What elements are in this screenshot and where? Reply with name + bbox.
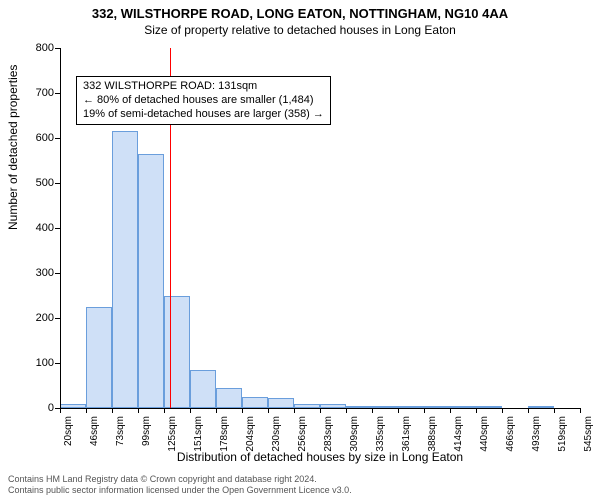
plot-area: 010020030040050060070080020sqm46sqm73sqm…	[60, 48, 580, 408]
x-tick-mark	[580, 408, 581, 413]
x-axis-label: Distribution of detached houses by size …	[60, 450, 580, 464]
histogram-bar	[164, 296, 190, 409]
annotation-line3: 19% of semi-detached houses are larger (…	[83, 108, 324, 122]
histogram-bar	[190, 370, 216, 408]
annotation-line2: ← 80% of detached houses are smaller (1,…	[83, 94, 324, 108]
x-tick-label: 545sqm	[583, 416, 594, 466]
footer-line1: Contains HM Land Registry data © Crown c…	[8, 474, 352, 485]
footer-line2: Contains public sector information licen…	[8, 485, 352, 496]
histogram-bar	[138, 154, 164, 408]
y-tick-label: 400	[14, 222, 54, 234]
histogram-bar	[216, 388, 242, 408]
y-tick-label: 600	[14, 132, 54, 144]
y-tick-label: 300	[14, 267, 54, 279]
annotation-line1: 332 WILSTHORPE ROAD: 131sqm	[83, 80, 324, 94]
y-tick-label: 100	[14, 357, 54, 369]
x-axis-line	[60, 408, 580, 409]
title-subtitle: Size of property relative to detached ho…	[0, 21, 600, 37]
chart-container: 332, WILSTHORPE ROAD, LONG EATON, NOTTIN…	[0, 0, 600, 500]
histogram-bar	[86, 307, 112, 408]
title-main: 332, WILSTHORPE ROAD, LONG EATON, NOTTIN…	[0, 0, 600, 21]
annotation-box: 332 WILSTHORPE ROAD: 131sqm ← 80% of det…	[76, 76, 331, 125]
histogram-bar	[242, 397, 268, 408]
y-axis-line	[60, 48, 61, 408]
histogram-bar	[268, 398, 294, 408]
y-tick-label: 800	[14, 42, 54, 54]
y-tick-label: 500	[14, 177, 54, 189]
footer-attribution: Contains HM Land Registry data © Crown c…	[8, 474, 352, 496]
y-tick-label: 700	[14, 87, 54, 99]
histogram-bar	[112, 131, 138, 408]
y-tick-label: 0	[14, 402, 54, 414]
y-tick-label: 200	[14, 312, 54, 324]
